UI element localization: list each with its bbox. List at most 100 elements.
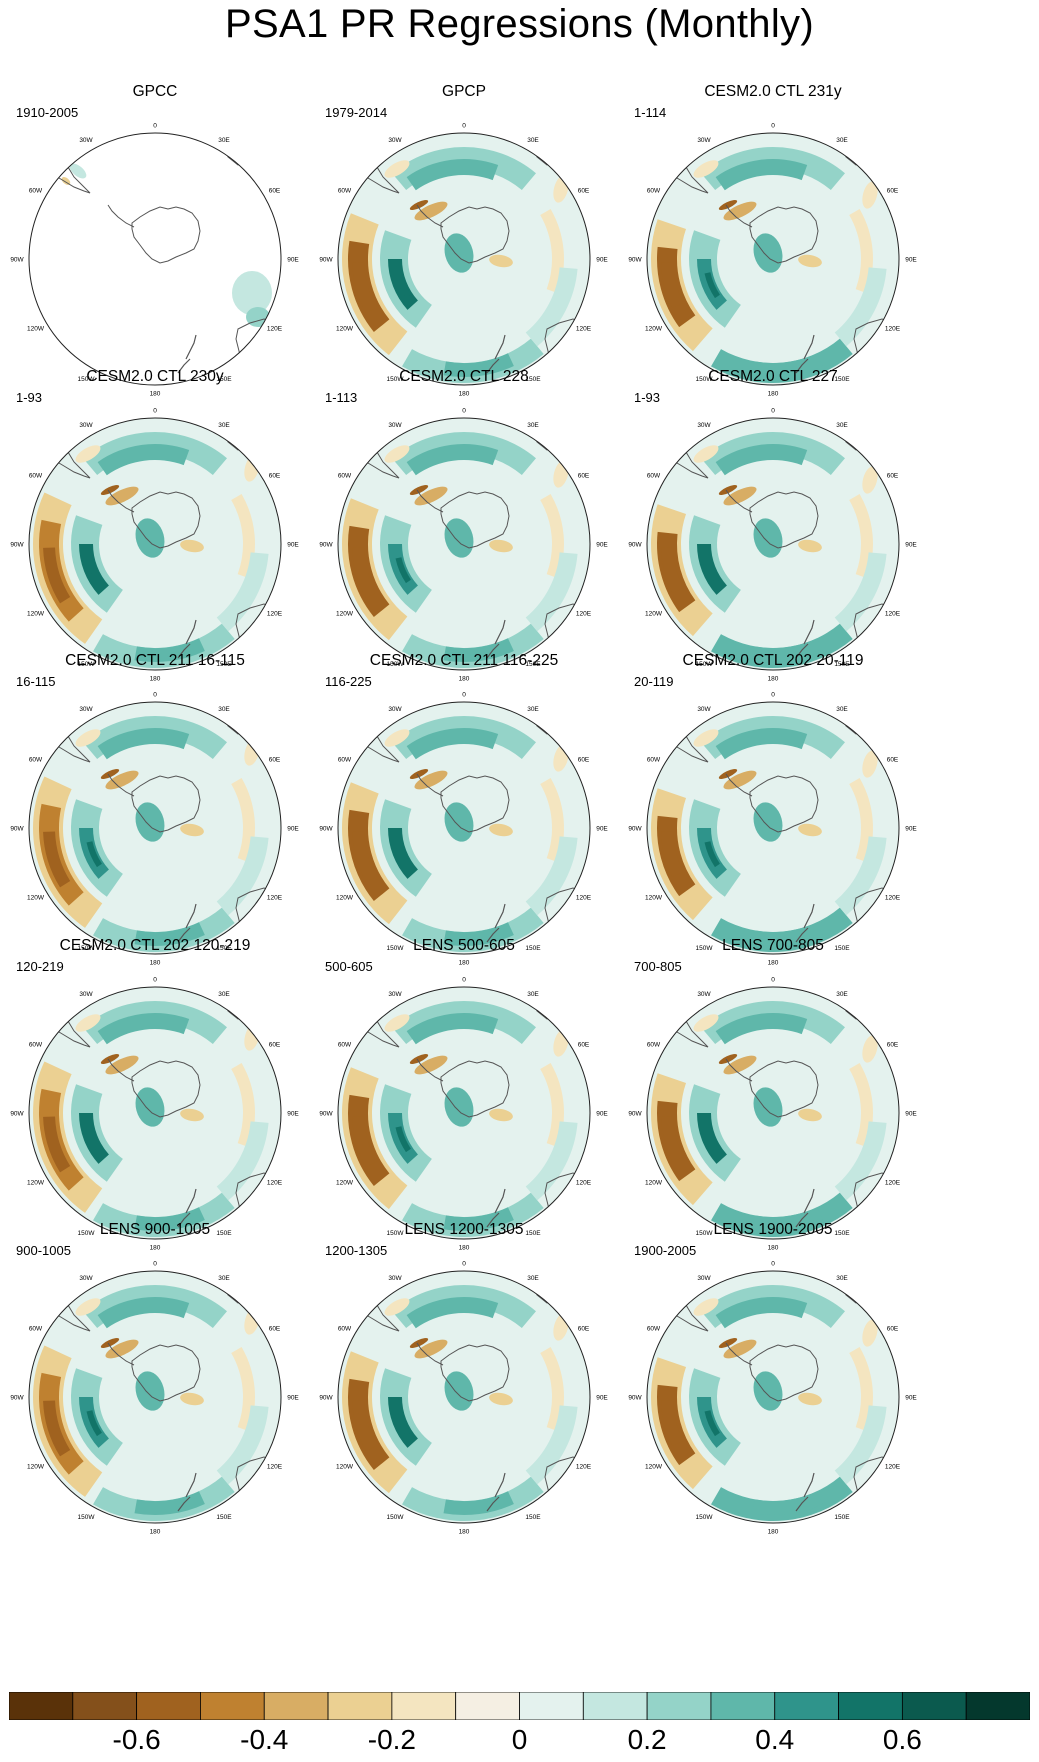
precip-anomaly-region: [798, 823, 822, 837]
longitude-label: 0: [153, 1261, 157, 1268]
precip-anomaly-region: [180, 1108, 204, 1122]
peninsula-coastline: [107, 204, 135, 228]
longitude-label: 60E: [269, 188, 281, 195]
precip-anomaly-region: [753, 802, 783, 842]
new-zealand-coastline: [486, 619, 506, 659]
colorbar-tick-label: 0: [511, 1724, 528, 1755]
precip-anomaly-region: [693, 1298, 719, 1316]
polar-stereographic-map: 0 30E 60E 90E 120E 150E 180 150W 120W 90W 60W 30W: [628, 692, 917, 967]
precip-anomaly-region: [661, 1400, 684, 1447]
longitude-label: 120W: [645, 1464, 663, 1471]
longitude-label: 120W: [645, 1180, 663, 1187]
longitude-label: 90W: [10, 542, 24, 549]
map-panel: 0 30E 60E 90E 120E 150E 180 150W 120W 90W 60W 30W CE…: [0, 652, 310, 972]
longitude-label: 0: [771, 1261, 775, 1268]
polar-stereographic-map: 0 30E 60E 90E 120E 150E 180 150W 120W 90W 60W 30W: [10, 977, 299, 1252]
longitude-label: 120W: [27, 326, 45, 333]
longitude-label: 60E: [269, 1326, 281, 1333]
precip-anomaly-region: [180, 823, 204, 837]
precip-anomaly-region: [180, 1392, 204, 1406]
precip-anomaly-region: [414, 1055, 448, 1075]
longitude-label: 180: [768, 676, 779, 683]
longitude-label: 150W: [696, 376, 714, 383]
precip-anomaly-region: [715, 159, 808, 191]
new-zealand-coastline: [795, 619, 815, 659]
precip-anomaly-region: [75, 445, 101, 463]
longitude-label: 90E: [287, 1395, 299, 1402]
longitude-label: 60E: [887, 188, 899, 195]
precip-anomaly-region: [444, 233, 474, 273]
precip-anomaly-region: [711, 907, 853, 952]
longitude-label: 90E: [905, 542, 917, 549]
precip-anomaly-region: [100, 768, 120, 780]
precip-anomaly-region: [723, 486, 757, 506]
longitude-label: 120E: [267, 611, 283, 618]
precip-anomaly-region: [93, 907, 235, 952]
longitude-label: 90E: [287, 1111, 299, 1118]
precip-anomaly-region: [380, 799, 432, 897]
peninsula-coastline: [725, 1058, 753, 1082]
precip-anomaly-region: [834, 1405, 887, 1485]
precip-anomaly-region: [798, 1392, 822, 1406]
precip-anomaly-region: [43, 1116, 71, 1173]
precip-anomaly-region: [384, 1014, 410, 1032]
longitude-label: 30E: [218, 1275, 230, 1282]
precip-anomaly-region: [402, 623, 544, 668]
precip-anomaly-region: [395, 1410, 411, 1437]
longitude-label: 60E: [887, 1326, 899, 1333]
longitude-label: 60W: [29, 757, 43, 764]
longitude-label: 180: [768, 1529, 779, 1536]
precip-anomaly-region: [689, 1368, 741, 1466]
longitude-label: 120E: [885, 611, 901, 618]
panel-period: 1-114: [634, 105, 667, 120]
longitude-label: 120W: [27, 895, 45, 902]
polar-stereographic-map: 0 30E 60E 90E 120E 150E 180 150W 120W 90W 60W 30W: [10, 408, 299, 683]
precip-anomaly-region: [753, 233, 783, 273]
peninsula-coastline: [416, 1342, 444, 1366]
longitude-label: 90W: [319, 542, 333, 549]
precip-field: [29, 133, 281, 385]
peninsula-coastline: [725, 204, 753, 228]
colorbar-segment: [838, 1692, 903, 1720]
longitude-label: 90W: [319, 826, 333, 833]
panel-title: CESM2.0 CTL 228: [399, 368, 529, 385]
precip-anomaly-region: [693, 729, 719, 747]
longitude-label: 60W: [338, 473, 352, 480]
precip-anomaly-region: [444, 1371, 474, 1411]
panel-title: CESM2.0 CTL 211 16-115: [65, 652, 245, 669]
colorbar-segment: [136, 1692, 201, 1720]
longitude-label: 60W: [338, 188, 352, 195]
colorbar-segment: [519, 1692, 584, 1720]
new-zealand-coastline: [486, 1472, 506, 1512]
longitude-label: 90W: [319, 1111, 333, 1118]
precip-anomaly-region: [231, 1347, 255, 1432]
precip-anomaly-region: [135, 518, 165, 558]
precip-anomaly-region: [723, 770, 757, 790]
longitude-label: 120W: [336, 611, 354, 618]
precip-anomaly-region: [525, 267, 578, 347]
precip-anomaly-region: [752, 922, 823, 946]
longitude-label: 60E: [578, 188, 590, 195]
panel-title: CESM2.0 CTL 202 120-219: [59, 937, 251, 954]
peninsula-coastline: [416, 204, 444, 228]
longitude-label: 120E: [267, 895, 283, 902]
precip-anomaly-region: [380, 515, 432, 613]
new-zealand-coastline: [795, 903, 815, 943]
precip-anomaly-region: [718, 768, 738, 780]
precip-field: [29, 1271, 281, 1523]
precip-anomaly-region: [711, 1476, 853, 1521]
panel-period: 20-119: [634, 674, 674, 689]
precip-anomaly-region: [406, 1013, 499, 1045]
map-panel: 0 30E 60E 90E 120E 150E 180 150W 120W 90W 60W 30W CE…: [618, 652, 928, 972]
precip-anomaly-region: [97, 728, 190, 760]
colorbar-segment: [327, 1692, 393, 1720]
panel-period: 1-113: [325, 390, 358, 405]
panel-title: LENS 700-805: [722, 937, 824, 954]
antarctica-coastline: [131, 775, 201, 833]
longitude-label: 150E: [525, 1230, 541, 1237]
longitude-label: 90W: [628, 542, 642, 549]
precip-anomaly-region: [75, 1014, 101, 1032]
precip-anomaly-region: [216, 1121, 269, 1201]
longitude-label: 60E: [269, 1042, 281, 1049]
precip-anomaly-region: [93, 1192, 235, 1237]
